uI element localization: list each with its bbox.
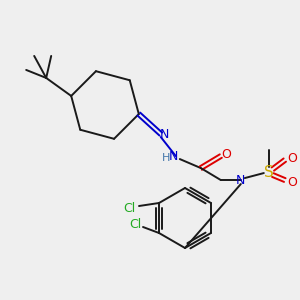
Text: O: O (221, 148, 231, 160)
Text: S: S (264, 165, 274, 180)
Text: Cl: Cl (123, 202, 135, 214)
Text: N: N (236, 174, 245, 187)
Text: N: N (160, 128, 170, 141)
Text: O: O (287, 176, 297, 189)
Text: N: N (169, 150, 178, 163)
Text: O: O (287, 152, 297, 165)
Text: Cl: Cl (129, 218, 141, 232)
Text: H: H (162, 153, 170, 163)
